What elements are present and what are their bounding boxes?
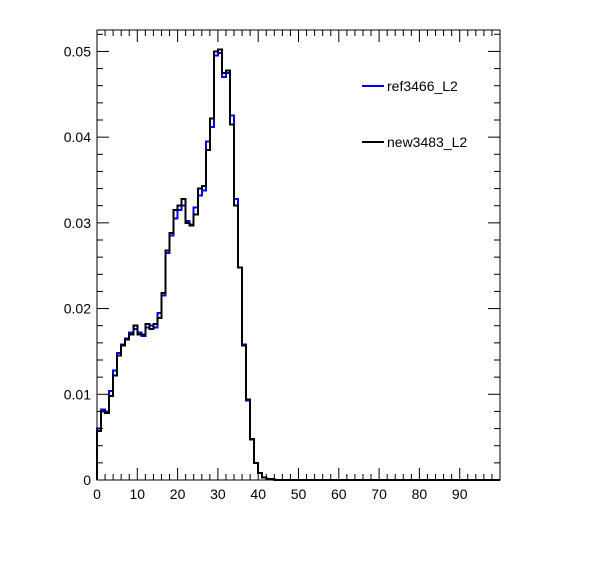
legend-label: ref3466_L2: [387, 78, 458, 94]
y-tick-label: 0.02: [64, 301, 91, 317]
x-tick-label: 90: [452, 486, 468, 502]
legend-label: new3483_L2: [387, 134, 467, 150]
y-tick-label: 0: [83, 472, 91, 488]
x-tick-label: 70: [371, 486, 387, 502]
x-tick-label: 10: [130, 486, 146, 502]
legend: ref3466_L2 new3483_L2: [362, 78, 467, 150]
y-tick-label: 0.03: [64, 215, 91, 231]
y-tick-label: 0.01: [64, 386, 91, 402]
x-tick-label: 0: [93, 486, 101, 502]
axes-layer: 0 10 20 30 40 50 60 70 80 90 0 0.01 0.02 0.03 0.04 0.05: [64, 29, 501, 502]
x-tick-label: 30: [210, 486, 226, 502]
x-tick-label: 60: [331, 486, 347, 502]
x-tick-label: 20: [170, 486, 186, 502]
legend-box: [357, 67, 488, 166]
series-layer: [96, 48, 500, 481]
x-tick-label: 40: [250, 486, 266, 502]
y-tick-label: 0.04: [64, 129, 91, 145]
x-tick-label: 50: [291, 486, 307, 502]
y-tick-label: 0.05: [64, 43, 91, 59]
x-tick-label: 80: [412, 486, 428, 502]
series-line: [96, 48, 500, 481]
series-new3483_L2: [96, 48, 500, 481]
